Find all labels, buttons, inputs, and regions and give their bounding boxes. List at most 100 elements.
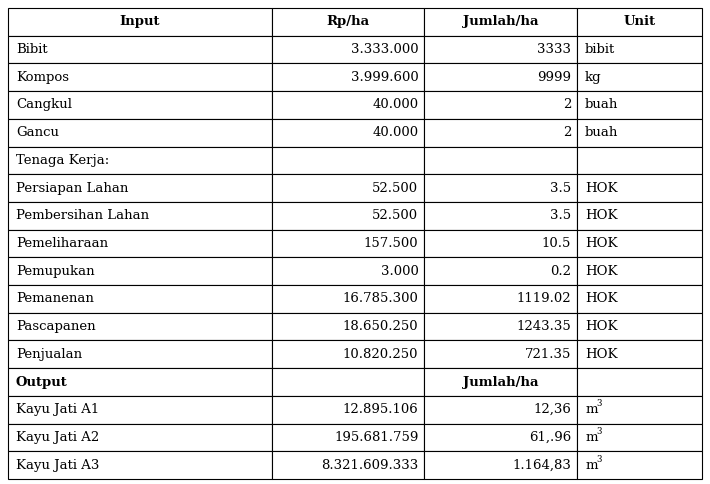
Bar — [577, 368, 702, 396]
Text: 52.500: 52.500 — [372, 182, 418, 195]
Bar — [272, 368, 425, 396]
Text: 18.650.250: 18.650.250 — [343, 320, 418, 333]
Text: Penjualan: Penjualan — [16, 348, 82, 361]
Text: 3.5: 3.5 — [550, 182, 571, 195]
Text: Gancu: Gancu — [16, 126, 59, 139]
Text: buah: buah — [585, 126, 618, 139]
Text: bibit: bibit — [585, 43, 616, 56]
Bar — [8, 257, 272, 285]
Bar — [577, 313, 702, 340]
Text: m: m — [585, 431, 598, 444]
Text: Cangkul: Cangkul — [16, 98, 72, 111]
Text: 721.35: 721.35 — [525, 348, 571, 361]
Bar — [425, 396, 577, 424]
Bar — [8, 63, 272, 91]
Bar — [272, 229, 425, 257]
Bar — [577, 174, 702, 202]
Bar — [272, 313, 425, 340]
Bar — [8, 36, 272, 63]
Text: Kayu Jati A3: Kayu Jati A3 — [16, 459, 99, 471]
Text: kg: kg — [585, 71, 601, 84]
Text: Persiapan Lahan: Persiapan Lahan — [16, 182, 129, 195]
Bar — [425, 424, 577, 451]
Bar — [272, 119, 425, 147]
Bar — [8, 174, 272, 202]
Text: 40.000: 40.000 — [372, 98, 418, 111]
Text: 8.321.609.333: 8.321.609.333 — [321, 459, 418, 471]
Text: Pemeliharaan: Pemeliharaan — [16, 237, 108, 250]
Bar — [425, 91, 577, 119]
Text: Output: Output — [16, 376, 67, 389]
Bar — [8, 368, 272, 396]
Bar — [425, 36, 577, 63]
Bar — [425, 147, 577, 174]
Text: 10.5: 10.5 — [542, 237, 571, 250]
Text: 3: 3 — [596, 399, 602, 408]
Bar — [8, 285, 272, 313]
Bar — [8, 8, 272, 36]
Bar — [577, 147, 702, 174]
Bar — [272, 91, 425, 119]
Bar — [577, 8, 702, 36]
Bar — [577, 119, 702, 147]
Text: 10.820.250: 10.820.250 — [343, 348, 418, 361]
Text: 2: 2 — [563, 126, 571, 139]
Bar — [425, 174, 577, 202]
Bar — [577, 202, 702, 229]
Text: HOK: HOK — [585, 292, 618, 305]
Bar — [272, 451, 425, 479]
Text: Jumlah/ha: Jumlah/ha — [463, 15, 538, 29]
Bar — [577, 229, 702, 257]
Bar — [425, 63, 577, 91]
Bar — [272, 174, 425, 202]
Bar — [425, 285, 577, 313]
Bar — [577, 91, 702, 119]
Bar — [425, 257, 577, 285]
Bar — [8, 313, 272, 340]
Text: 3333: 3333 — [537, 43, 571, 56]
Bar — [577, 424, 702, 451]
Bar — [577, 396, 702, 424]
Bar — [272, 8, 425, 36]
Bar — [272, 424, 425, 451]
Text: 3.5: 3.5 — [550, 209, 571, 222]
Text: Pembersihan Lahan: Pembersihan Lahan — [16, 209, 149, 222]
Text: Pemanenan: Pemanenan — [16, 292, 94, 305]
Text: 3.333.000: 3.333.000 — [351, 43, 418, 56]
Text: HOK: HOK — [585, 209, 618, 222]
Bar — [577, 63, 702, 91]
Bar — [425, 119, 577, 147]
Text: Jumlah/ha: Jumlah/ha — [463, 376, 538, 389]
Bar — [577, 257, 702, 285]
Text: 3.999.600: 3.999.600 — [351, 71, 418, 84]
Bar — [272, 63, 425, 91]
Bar — [8, 91, 272, 119]
Bar — [8, 202, 272, 229]
Text: buah: buah — [585, 98, 618, 111]
Bar — [272, 257, 425, 285]
Bar — [425, 8, 577, 36]
Bar — [8, 451, 272, 479]
Bar — [8, 229, 272, 257]
Bar — [272, 285, 425, 313]
Text: Bibit: Bibit — [16, 43, 48, 56]
Text: 61,.96: 61,.96 — [529, 431, 571, 444]
Text: Input: Input — [119, 15, 160, 29]
Text: Pemupukan: Pemupukan — [16, 265, 94, 278]
Text: 12,36: 12,36 — [533, 403, 571, 416]
Text: 16.785.300: 16.785.300 — [342, 292, 418, 305]
Text: HOK: HOK — [585, 182, 618, 195]
Text: Kayu Jati A2: Kayu Jati A2 — [16, 431, 99, 444]
Text: 3: 3 — [596, 427, 602, 436]
Text: Tenaga Kerja:: Tenaga Kerja: — [16, 154, 109, 167]
Bar — [8, 340, 272, 368]
Text: HOK: HOK — [585, 348, 618, 361]
Text: 1119.02: 1119.02 — [516, 292, 571, 305]
Text: Kompos: Kompos — [16, 71, 69, 84]
Text: HOK: HOK — [585, 237, 618, 250]
Bar — [272, 36, 425, 63]
Bar — [577, 36, 702, 63]
Bar — [272, 147, 425, 174]
Text: HOK: HOK — [585, 320, 618, 333]
Text: HOK: HOK — [585, 265, 618, 278]
